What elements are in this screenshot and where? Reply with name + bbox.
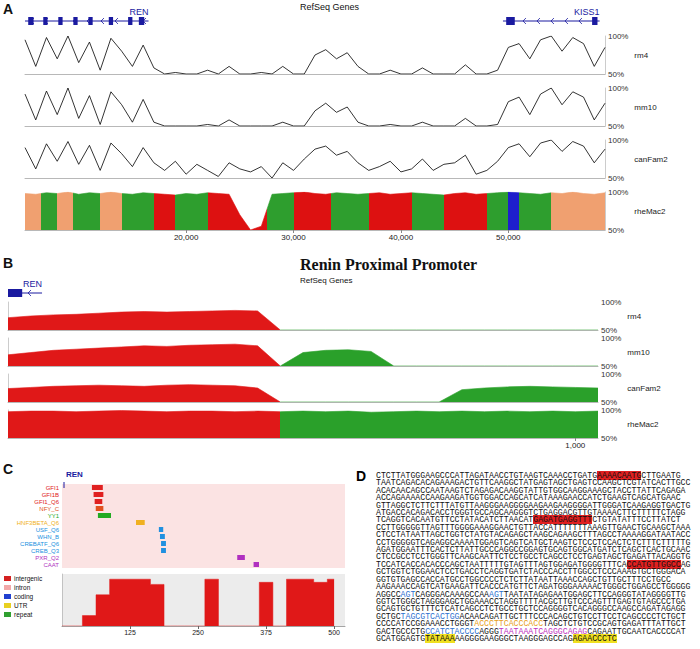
- svg-text:100%: 100%: [601, 298, 621, 307]
- html-text:GCTGGTCTGGAACTCCTGACCTCAGGTGAT: GCTGGTCTGGAACTCCTGACCTCAGGTGATCTACCCACCT…: [376, 567, 686, 577]
- svg-text:REN: REN: [130, 7, 149, 17]
- svg-text:50%: 50%: [601, 325, 617, 335]
- svg-text:Renin Proximal Promoter: Renin Proximal Promoter: [300, 256, 477, 273]
- svg-text:coding: coding: [14, 593, 34, 601]
- svg-text:rheMac2: rheMac2: [634, 207, 666, 216]
- html-text:GCAGTGCTGTTTCTCATCAGCCTCTGCCTG: GCAGTGCTGTTTCTCATCAGCCTCTGCCTGCTCCAGGGGT…: [376, 604, 686, 614]
- svg-text:50,000: 50,000: [496, 233, 521, 242]
- svg-text:50%: 50%: [608, 122, 624, 131]
- svg-text:20,000: 20,000: [174, 233, 199, 242]
- svg-text:100%: 100%: [608, 84, 628, 93]
- html-text:CTCCTATAATTAGCTGGTCTATGTACAGAG: CTCCTATAATTAGCTGGTCTATGTACAGAGCTAAGCAGAA…: [376, 530, 691, 540]
- html-text:GACTGCCCTG CCATCTACCCC AGGG TA: GACTGCCCTG CCATCTACCCC AGGG TAATAAATCAGG…: [376, 626, 686, 636]
- svg-text:125: 125: [124, 629, 136, 636]
- svg-text:50%: 50%: [608, 70, 624, 79]
- html-text:CTCCGCCTCCTGGGTTCAAGCAATTCTCCT: CTCCGCCTCCTGGGTTCAAGCAATTCTCCTGCCTCAGCCT…: [376, 552, 691, 562]
- html-text:ATGACCACAGACACCTGGGTGCCAGCAAGG: ATGACCACAGACACCTGGGTGCCAGCAAGGGTCTGAGGAC…: [376, 508, 686, 517]
- svg-text:intron: intron: [14, 584, 31, 591]
- svg-text:CREB_Q3: CREB_Q3: [31, 548, 60, 554]
- html-text:AAGAAACCAGTCATGAAGATTCACCCATGT: AAGAAACCAGTCATGAAGATTCACCCATGTTCTAGATGGG…: [376, 582, 691, 592]
- svg-text:50%: 50%: [601, 434, 617, 443]
- html-text:ACACAACAGCCAATAAGTCTAGAGACAAGG: ACACAACAGCCAATAAGTCTAGAGACAAGGTATTGTGGCA…: [376, 485, 686, 495]
- svg-text:250: 250: [192, 629, 204, 636]
- svg-text:100%: 100%: [608, 136, 628, 145]
- svg-text:RefSeq Genes: RefSeq Genes: [300, 2, 360, 12]
- svg-text:100%: 100%: [608, 32, 628, 41]
- html-text:D: D: [356, 468, 367, 484]
- svg-text:50%: 50%: [601, 397, 617, 407]
- svg-text:KISS1: KISS1: [574, 7, 600, 17]
- svg-text:mm10: mm10: [634, 103, 657, 112]
- svg-text:40,000: 40,000: [389, 233, 414, 242]
- html-text:TCCATCACCACACCCAGCTAATTTTTGTAG: TCCATCACCACACCCAGCTAATTTTTGTAGTTTAGTGGAG…: [376, 559, 691, 569]
- svg-text:mm10: mm10: [627, 348, 650, 357]
- svg-text:30,000: 30,000: [281, 233, 306, 242]
- svg-text:rm4: rm4: [634, 51, 648, 60]
- svg-text:50%: 50%: [608, 174, 624, 183]
- html-text:CTCTTATGGGAAGCCCATTAGATAACCTGT: CTCTTATGGGAAGCCCATTAGATAACCTGTAAGTCAAACC…: [376, 471, 681, 480]
- svg-text:GFI1_Q6: GFI1_Q6: [34, 499, 59, 505]
- svg-text:50%: 50%: [608, 226, 624, 235]
- svg-text:canFam2: canFam2: [627, 384, 661, 393]
- svg-text:1,000: 1,000: [565, 441, 586, 450]
- svg-text:PXR_Q2: PXR_Q2: [35, 555, 59, 561]
- html-text:TCAGGTCACAATGTTCCTATACATCTTAAC: TCAGGTCACAATGTTCCTATACATCTTAACAT GAGATGA…: [376, 515, 681, 525]
- svg-text:50%: 50%: [601, 361, 617, 371]
- svg-text:GFI1: GFI1: [46, 485, 60, 491]
- svg-text:HNF3BETA_Q6: HNF3BETA_Q6: [17, 520, 60, 526]
- svg-text:B: B: [3, 255, 13, 271]
- html-text:GCATGGAGTG TATAAA AAGGGGAAGGGC: GCATGGAGTG TATAAA AAGGGGAAGGGCTAAGGGAGCC…: [376, 633, 617, 643]
- html-text:ACCAGAAAACCAAGAAGATGGTGGACCAGC: ACCAGAAAACCAAGAAGATGGTGGACCAGCATCATAAAGA…: [376, 493, 681, 503]
- svg-text:375: 375: [260, 629, 272, 636]
- svg-text:intergenic: intergenic: [14, 575, 43, 583]
- html-text:CCCCATCCGGAAACCTGGGT ACCCTTCAC: CCCCATCCGGAAACCTGGGT ACCCTTCACCCACC TAGC…: [376, 619, 686, 629]
- html-text:GGTGTGAGCCACCATGCCTGGCCCCTCTCT: GGTGTGAGCCACCATGCCTGGCCCCTCTCTTATAATTAAA…: [376, 574, 671, 584]
- svg-text:REN: REN: [66, 470, 83, 479]
- svg-text:UTR: UTR: [14, 602, 28, 609]
- html-text:TAATCAGACACAGAAAGACTGTTCAAGGCT: TAATCAGACACAGAAAGACTGTTCAAGGCTATGAGTAGCT…: [376, 478, 691, 488]
- svg-text:USF_Q6: USF_Q6: [36, 527, 60, 533]
- svg-text:100%: 100%: [601, 406, 621, 415]
- svg-text:500: 500: [328, 629, 340, 636]
- svg-text:rm4: rm4: [627, 312, 641, 321]
- svg-text:100%: 100%: [601, 370, 621, 379]
- svg-text:canFam2: canFam2: [634, 155, 668, 164]
- html-text:GCTGC TAGCGTCACTGG ACAACAGATTG: GCTGC TAGCGTCACTGG ACAACAGATTGCTTTCCCACA…: [376, 611, 686, 621]
- svg-text:repeat: repeat: [14, 611, 33, 619]
- svg-text:RefSeq Genes: RefSeq Genes: [300, 276, 352, 285]
- html-text:CCTGGGGGTCAGAGGCAAAATGGAGTCAGT: CCTGGGGGTCAGAGGCAAAATGGAGTCAGTCATGCTAAGT…: [376, 537, 691, 547]
- html-text:GTTAGGCTCTTCTTTATGTTAAGGGAAGGG: GTTAGGCTCTTCTTTATGTTAAGGGAAGGGGAAGAAGAAG…: [376, 500, 691, 510]
- svg-text:C: C: [3, 461, 13, 477]
- svg-text:100%: 100%: [601, 334, 621, 343]
- svg-text:CAAT: CAAT: [43, 562, 59, 568]
- svg-text:CREBATF_Q6: CREBATF_Q6: [20, 541, 60, 547]
- html-text:AGGCC AGT CAGGGACAAAGCCAA AGT: AGGCC AGT CAGGGACAAAGCCAA AGT TAATATAGAG…: [376, 589, 686, 599]
- svg-text:100%: 100%: [608, 188, 628, 197]
- svg-text:WHN_B: WHN_B: [37, 534, 59, 540]
- svg-text:REN: REN: [23, 279, 42, 289]
- svg-text:NFY_C: NFY_C: [39, 506, 59, 512]
- svg-text:YY1: YY1: [48, 513, 60, 519]
- html-text:CCTTGGGGGTTAGTTTGGGGAAAGGAACTG: CCTTGGGGGTTAGTTTGGGGAAAGGAACTGTTACCATTTT…: [376, 522, 691, 532]
- html-text:AGATGGAATTTCACTCTTATTGCCCAGGCC: AGATGGAATTTCACTCTTATTGCCCAGGCCGGAGTGCAGT…: [376, 545, 691, 555]
- svg-text:rheMac2: rheMac2: [627, 420, 659, 429]
- svg-text:GFI1B: GFI1B: [42, 492, 59, 498]
- svg-text:A: A: [3, 1, 13, 17]
- html-text:GGTCTGGGCTAGGGAGCTGGAAACCTAGGT: GGTCTGGGCTAGGGAGCTGGAAACCTAGGTTTTACGCTTG…: [376, 596, 686, 606]
